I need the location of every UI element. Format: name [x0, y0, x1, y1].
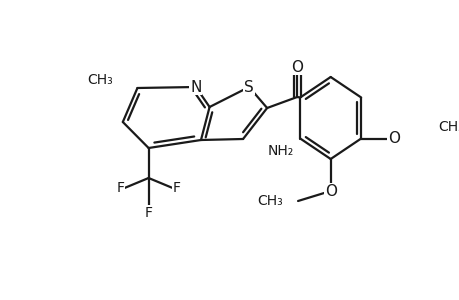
- Text: CH₃: CH₃: [437, 119, 459, 134]
- Text: S: S: [244, 80, 253, 94]
- Text: F: F: [116, 181, 124, 195]
- Text: O: O: [324, 184, 336, 199]
- Text: CH₃: CH₃: [257, 194, 283, 208]
- Text: NH₂: NH₂: [267, 144, 293, 158]
- Text: CH₃: CH₃: [87, 73, 113, 87]
- Text: F: F: [172, 181, 180, 195]
- Text: N: N: [190, 80, 201, 94]
- Text: O: O: [291, 59, 302, 74]
- Text: F: F: [144, 206, 152, 220]
- Text: O: O: [387, 131, 399, 146]
